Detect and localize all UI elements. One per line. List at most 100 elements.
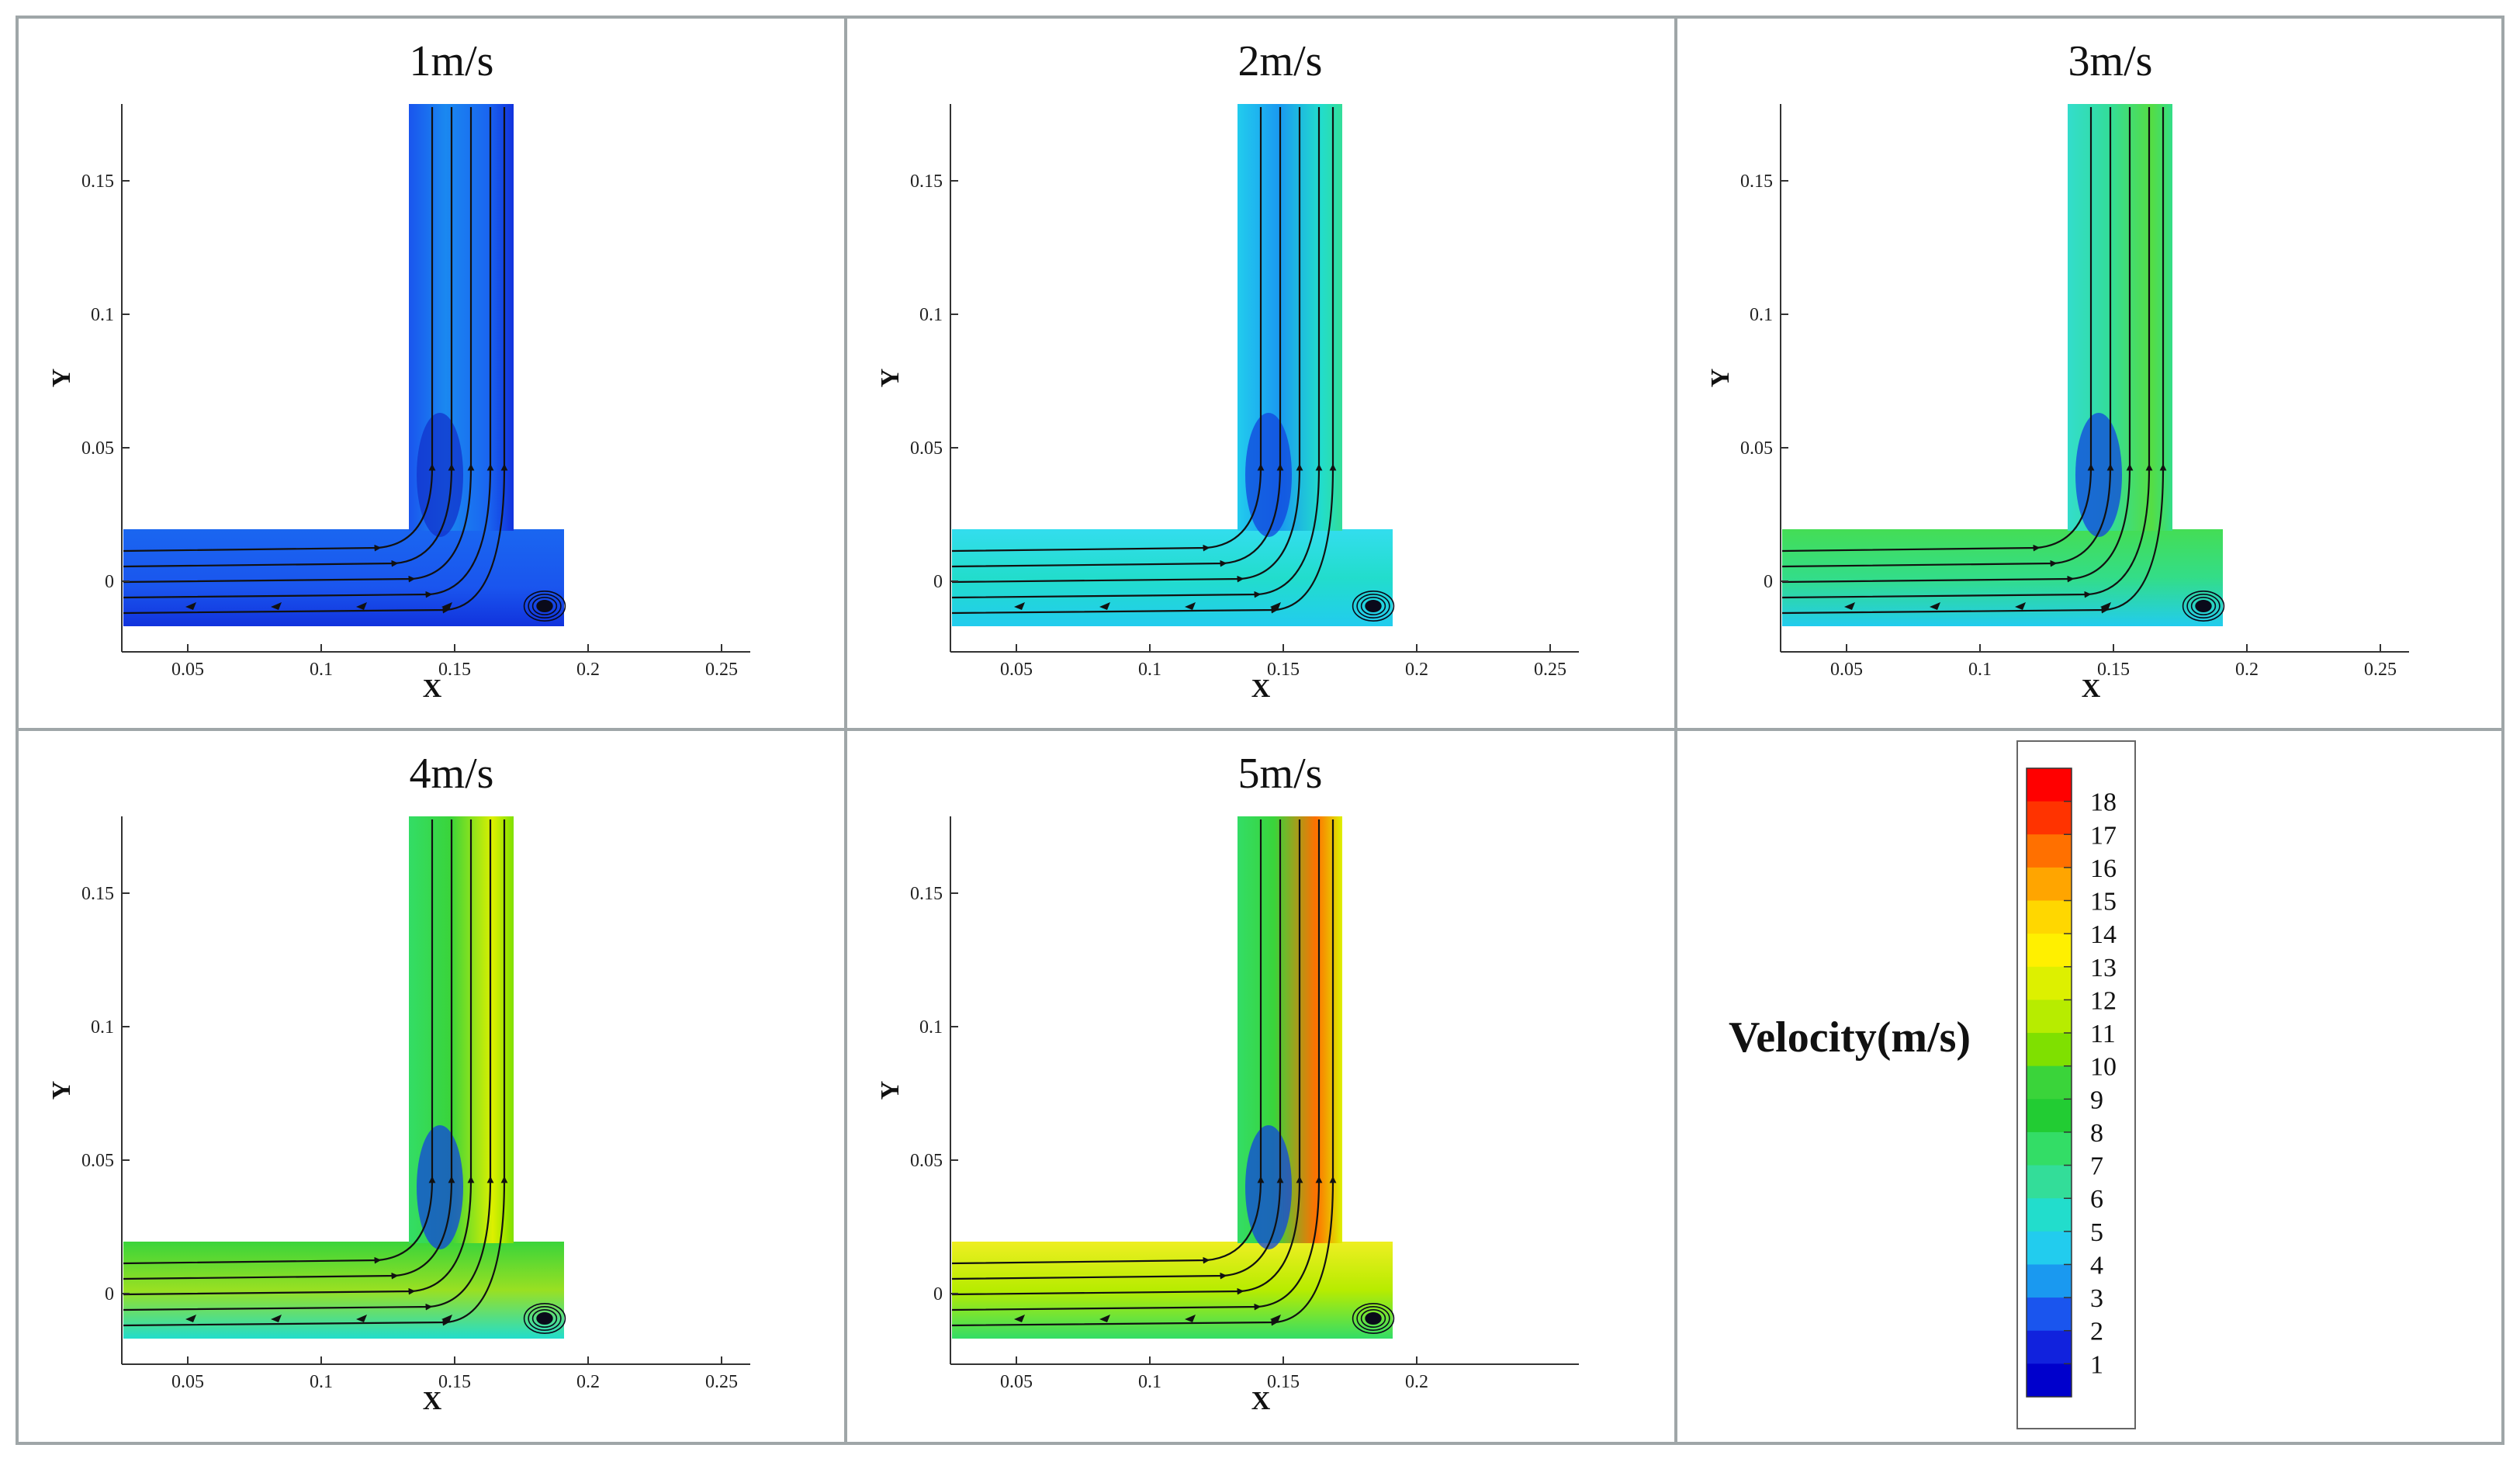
flow-arrow (1099, 1315, 1110, 1322)
x-tick-label: 0.2 (576, 660, 600, 680)
legend-color-band (2027, 1131, 2072, 1166)
streamline (1781, 107, 2114, 568)
streamline (1781, 107, 2167, 615)
panel-title: 1m/s (410, 37, 494, 85)
legend-tick-label: 16 (2090, 854, 2117, 883)
legend-color-band (2027, 1033, 2072, 1067)
x-tick-label: 0.1 (310, 1372, 333, 1392)
legend-tick-label: 2 (2090, 1318, 2103, 1346)
panel-title: 2m/s (1238, 37, 1323, 85)
legend-color-band (2027, 1297, 2072, 1332)
x-tick-label: 0.1 (310, 660, 333, 680)
panel-title: 5m/s (1238, 750, 1323, 798)
streamline (951, 819, 1284, 1280)
x-tick-label: 0.05 (171, 1372, 204, 1392)
legend-color-band (2027, 900, 2072, 934)
streamline (951, 107, 1284, 568)
flow-arrow (271, 1315, 282, 1322)
vortex-streamline (1360, 1309, 1386, 1329)
panel-title: 4m/s (410, 750, 494, 798)
separation-region (417, 1125, 463, 1249)
vortex-core (537, 601, 552, 611)
streamline (951, 819, 1265, 1265)
y-tick-label: 0.1 (91, 305, 114, 325)
legend-tick-label: 11 (2090, 1020, 2116, 1048)
x-tick-label: 0.1 (1138, 1372, 1161, 1392)
separation-region (1245, 1125, 1292, 1249)
legend-color-band (2027, 934, 2072, 968)
x-tick-label: 0.15 (438, 1372, 471, 1392)
x-tick-label: 0.25 (705, 660, 738, 680)
y-tick-label: 0.1 (1750, 305, 1773, 325)
vortex-core (2196, 601, 2211, 611)
streamline (1781, 107, 2095, 553)
legend-tick-label: 1 (2090, 1350, 2103, 1379)
vortex-streamline (1356, 593, 1390, 618)
x-tick-label: 0.05 (1830, 660, 1863, 680)
vortex-streamline (523, 1303, 566, 1335)
legend-color-band (2027, 834, 2072, 868)
legend-tick-label: 10 (2090, 1053, 2117, 1082)
legend-color-band (2027, 966, 2072, 1000)
x-axis-label: X (1251, 1387, 1271, 1415)
y-tick-label: 0 (1764, 572, 1773, 592)
x-tick-label: 0.1 (1968, 660, 1992, 680)
flow-arrow (356, 602, 367, 610)
legend-colorbar (2026, 767, 2072, 1398)
y-axis-label: Y (1706, 369, 1735, 388)
streamline (951, 107, 1265, 553)
legend-color-band (2027, 1065, 2072, 1100)
y-tick-label: 0.1 (919, 1017, 943, 1038)
vortex-streamline (528, 593, 562, 618)
x-axis-label: X (423, 1387, 442, 1415)
x-axis-label: X (1251, 674, 1271, 703)
legend-color-band (2027, 768, 2072, 802)
x-tick-label: 0.15 (1267, 1372, 1300, 1392)
vortex-streamline (531, 596, 558, 615)
y-tick-label: 0.1 (91, 1017, 114, 1038)
vortex-core (1366, 1313, 1381, 1324)
streamline (951, 107, 1337, 615)
legend-tick-label: 7 (2090, 1152, 2103, 1181)
legend-bar-outline (2026, 767, 2072, 1398)
legend-tick-label: 17 (2090, 821, 2117, 850)
vortex-streamline (1352, 590, 1395, 622)
legend-tick-label: 14 (2090, 920, 2117, 949)
x-tick-label: 0.1 (1138, 660, 1161, 680)
vortex-streamline (523, 590, 566, 622)
x-tick-label: 0.05 (1000, 660, 1033, 680)
vortex-streamline (531, 1309, 558, 1329)
y-tick-label: 0.05 (910, 1151, 943, 1171)
vortex-core (1366, 601, 1381, 611)
flow-arrow (1844, 602, 1855, 610)
flow-arrow (271, 602, 282, 610)
y-tick-label: 0.15 (1740, 171, 1773, 192)
flow-arrow (441, 602, 452, 610)
flow-arrow (356, 1315, 367, 1322)
flow-arrow (1014, 602, 1025, 610)
flow-arrow (1099, 602, 1110, 610)
vortex-streamline (2190, 596, 2217, 615)
x-tick-label: 0.25 (705, 1372, 738, 1392)
legend-tick-label: 3 (2090, 1284, 2103, 1313)
y-tick-label: 0 (933, 1284, 943, 1304)
vortex-streamline (528, 1306, 562, 1332)
x-tick-label: 0.05 (171, 660, 204, 680)
streamline (123, 819, 436, 1265)
legend: Velocity(m/s) 18 17 16 15 14 13 12 11 10 9 8 7 6 5 4 3 2… (1729, 740, 2136, 1429)
streamline (123, 107, 436, 553)
y-tick-label: 0.05 (1740, 438, 1773, 459)
legend-tick-label: 4 (2090, 1251, 2103, 1280)
y-tick-label: 0 (105, 1284, 114, 1304)
streamline (123, 107, 455, 568)
x-axis-label: X (2082, 674, 2101, 703)
separation-region (2075, 413, 2122, 537)
x-axis-label: X (423, 674, 442, 703)
y-tick-label: 0.15 (910, 171, 943, 192)
y-tick-label: 0.15 (910, 884, 943, 904)
flow-arrow (185, 602, 196, 610)
legend-title: Velocity(m/s) (1729, 1013, 1971, 1062)
flow-arrow (1185, 1315, 1196, 1322)
